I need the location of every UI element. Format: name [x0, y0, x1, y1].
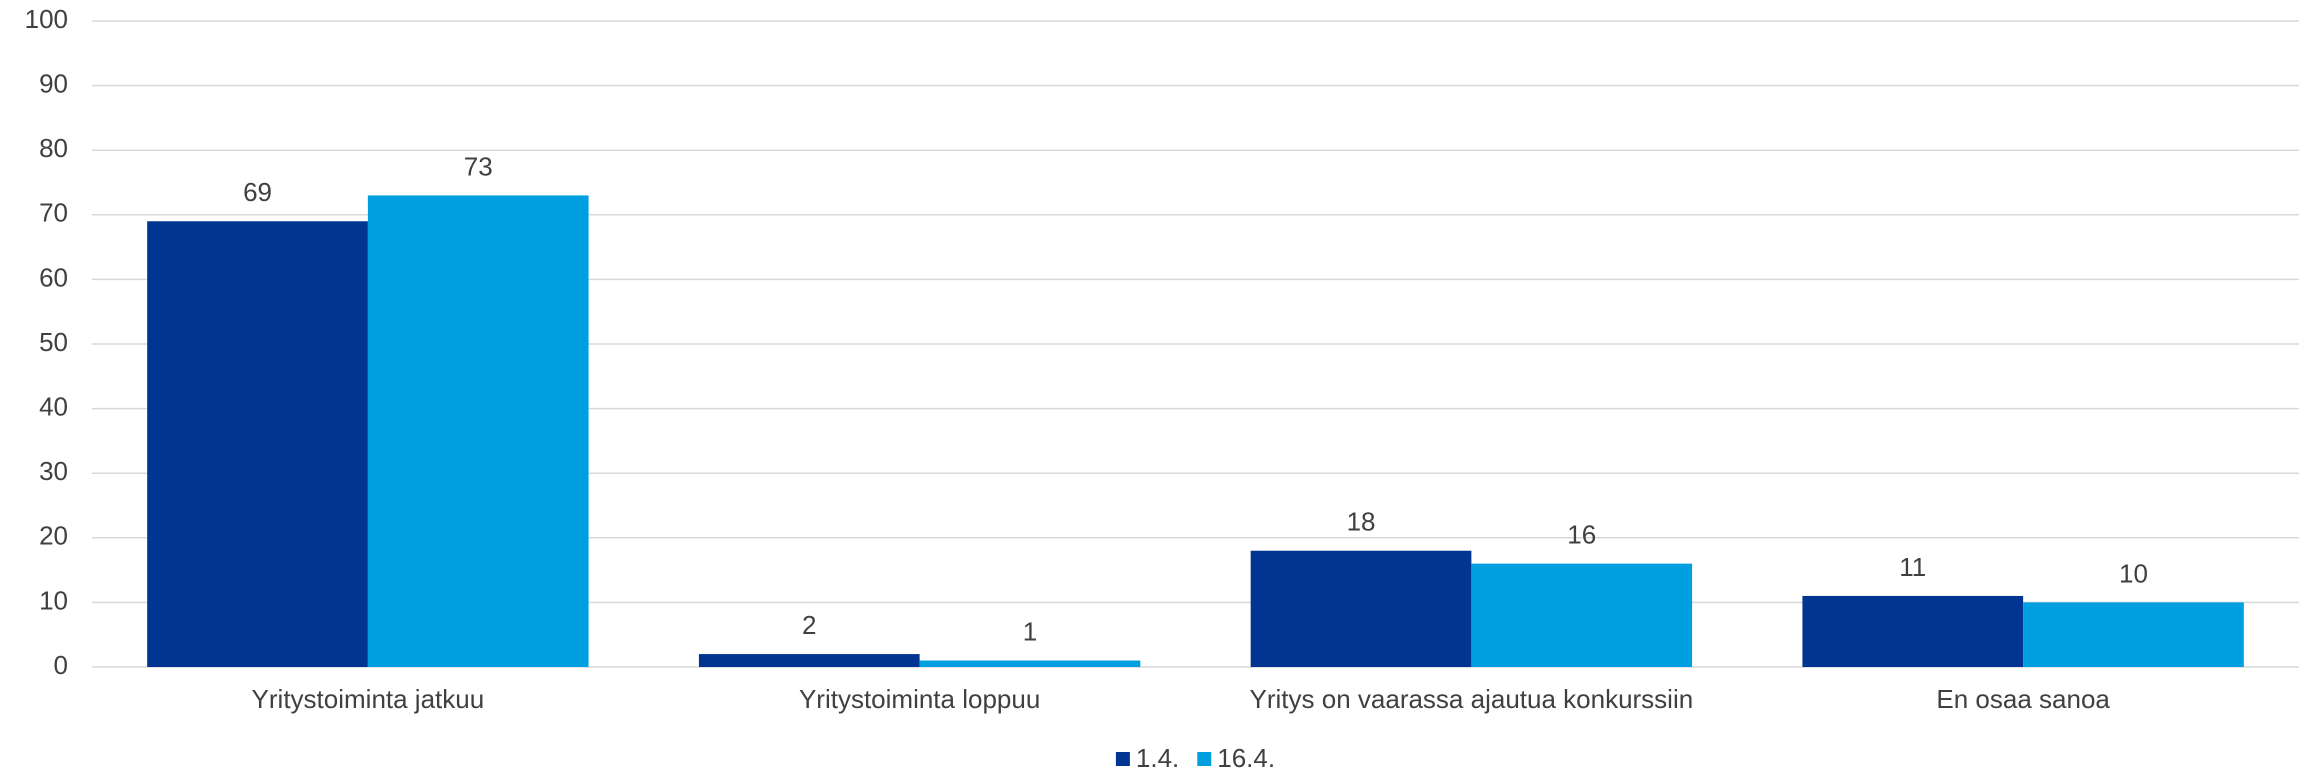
bar	[2023, 602, 2244, 667]
bar	[1802, 595, 2024, 667]
data-label: 69	[243, 177, 272, 207]
data-label: 1	[1023, 616, 1037, 646]
y-tick-label: 60	[39, 262, 68, 292]
y-tick-label: 10	[39, 585, 68, 615]
y-tick-label: 100	[25, 4, 68, 34]
legend-swatch	[1197, 752, 1212, 766]
y-tick-label: 40	[39, 391, 68, 421]
legend-label: 1.4.	[1136, 743, 1179, 773]
y-tick-label: 20	[39, 521, 68, 551]
data-label: 16	[1567, 520, 1596, 550]
x-tick-label: En osaa sanoa	[1936, 684, 2110, 714]
y-tick-label: 30	[39, 456, 68, 486]
bar	[698, 654, 920, 667]
data-label: 18	[1347, 507, 1376, 537]
y-tick-label: 70	[39, 198, 68, 228]
data-label: 10	[2119, 558, 2148, 588]
data-label: 73	[464, 151, 493, 181]
bar	[367, 195, 589, 668]
y-tick-label: 0	[54, 650, 68, 680]
x-tick-label: Yritystoiminta jatkuu	[252, 684, 485, 714]
bar	[1250, 550, 1472, 667]
legend-label: 16.4.	[1217, 743, 1275, 773]
data-label: 11	[1899, 552, 1926, 582]
bar	[919, 660, 1141, 667]
bar	[1471, 563, 1693, 667]
x-tick-label: Yritys on vaarassa ajautua konkurssiin	[1250, 684, 1694, 714]
y-tick-label: 80	[39, 133, 68, 163]
bar	[147, 221, 368, 667]
legend-swatch	[1115, 752, 1130, 766]
y-tick-label: 90	[39, 68, 68, 98]
x-tick-label: Yritystoiminta loppuu	[799, 684, 1040, 714]
data-label: 2	[802, 610, 816, 640]
y-tick-label: 50	[39, 327, 68, 357]
